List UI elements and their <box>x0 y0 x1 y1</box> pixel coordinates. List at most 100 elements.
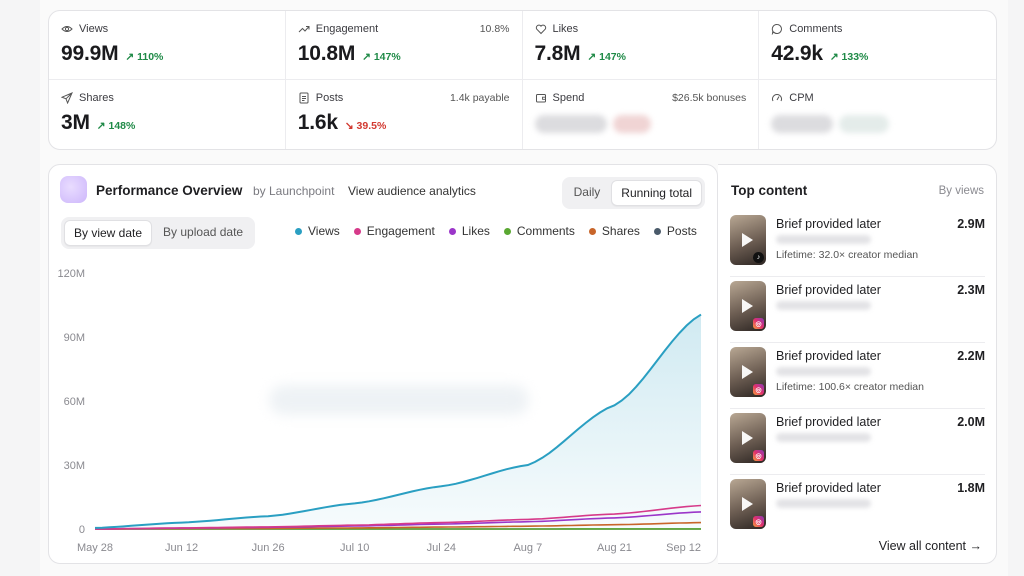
content-views: 2.9M <box>957 217 985 231</box>
gauge-icon <box>771 92 783 104</box>
legend-item-comments[interactable]: Comments <box>503 224 575 238</box>
list-item[interactable]: ◎ Brief provided later 2.0M <box>730 409 985 475</box>
top-content-list: ♪ Brief provided later 2.9M Lifetime: 32.0×… <box>730 211 985 541</box>
tiktok-icon: ♪ <box>753 252 764 263</box>
watermark-redacted <box>269 385 529 415</box>
metric-spend[interactable]: Spend $26.5k bonuses <box>523 80 760 149</box>
view-all-content-link[interactable]: View all content → <box>878 539 982 553</box>
wallet-icon <box>535 92 547 104</box>
y-tick-label: 0 <box>79 524 85 536</box>
metric-label: Posts <box>315 92 344 104</box>
daily-toggle[interactable]: Daily <box>573 185 601 199</box>
metric-views[interactable]: Views 99.9M ↗ 110% <box>49 11 286 80</box>
content-views: 2.3M <box>957 283 985 297</box>
metric-extra: $26.5k bonuses <box>672 92 747 104</box>
x-tick-label: Aug 7 <box>513 542 542 554</box>
redacted-text <box>776 433 871 442</box>
legend-item-posts[interactable]: Posts <box>653 224 697 238</box>
legend-item-shares[interactable]: Shares <box>588 224 640 238</box>
list-item[interactable]: ◎ Brief provided later 2.3M <box>730 277 985 343</box>
x-tick-label: Jul 10 <box>340 542 369 554</box>
metric-change: ↗ 110% <box>125 51 164 63</box>
metric-extra: 10.8% <box>479 23 510 35</box>
x-tick-label: Jul 24 <box>427 542 456 554</box>
y-tick-label: 90M <box>64 332 85 344</box>
y-tick-label: 30M <box>64 460 85 472</box>
play-icon <box>742 233 753 247</box>
series-line-engagement[interactable] <box>94 504 702 530</box>
metric-change: ↗ 148% <box>96 120 136 132</box>
x-tick-label: Jun 12 <box>165 542 198 554</box>
performance-chart[interactable]: 0 30M 60M 90M 120M May 28 Jun 12 Jun 26 Jul 10 Ju… <box>49 253 717 559</box>
instagram-icon: ◎ <box>753 384 764 395</box>
metric-change: ↘ 39.5% <box>344 120 387 132</box>
content-title: Brief provided later <box>776 283 881 297</box>
instagram-icon: ◎ <box>753 450 764 461</box>
list-item[interactable]: ◎ Brief provided later 1.8M <box>730 475 985 541</box>
top-content-title: Top content <box>731 183 808 198</box>
redacted-value <box>534 115 747 133</box>
page-title: Performance Overview <box>96 183 243 198</box>
list-item[interactable]: ♪ Brief provided later 2.9M Lifetime: 32.0×… <box>730 211 985 277</box>
metric-label: Views <box>79 23 109 35</box>
video-thumbnail[interactable]: ◎ <box>730 281 766 331</box>
metric-label: Spend <box>552 92 585 104</box>
heart-icon <box>535 23 547 35</box>
instagram-icon: ◎ <box>753 318 764 329</box>
play-icon <box>742 365 753 379</box>
redacted-text <box>776 367 871 376</box>
performance-overview-card: Performance Overview by Launchpoint View… <box>48 164 718 564</box>
y-tick-label: 120M <box>57 268 85 280</box>
metric-value: 1.6k <box>297 111 338 134</box>
x-tick-label: Aug 21 <box>597 542 632 554</box>
x-tick-label: Sep 12 <box>666 542 701 554</box>
content-lifetime: Lifetime: 32.0× creator median <box>776 249 919 261</box>
series-line-views[interactable] <box>94 313 702 529</box>
redacted-text <box>776 499 871 508</box>
sort-by-label[interactable]: By views <box>938 185 984 197</box>
dashboard: Views 99.9M ↗ 110% Engagement 10.8% 10.8M ↗… <box>40 0 1008 576</box>
redacted-text <box>776 235 871 244</box>
metric-label: Likes <box>552 23 579 35</box>
audience-analytics-link[interactable]: View audience analytics <box>348 184 476 198</box>
video-thumbnail[interactable]: ♪ <box>730 215 766 265</box>
metric-label: CPM <box>789 92 814 104</box>
metric-change: ↗ 147% <box>587 51 626 63</box>
by-view-date-toggle[interactable]: By view date <box>64 220 153 246</box>
chat-bubble-icon <box>771 23 783 35</box>
by-upload-date-toggle[interactable]: By upload date <box>163 225 244 239</box>
byline: by Launchpoint <box>253 184 335 198</box>
time-toggle: Daily Running total <box>561 177 705 209</box>
metric-likes[interactable]: Likes 7.8M ↗ 147% <box>522 11 760 80</box>
eye-icon <box>61 23 73 35</box>
x-tick-label: Jun 26 <box>252 542 285 554</box>
video-thumbnail[interactable]: ◎ <box>730 413 766 463</box>
metric-label: Comments <box>789 23 843 35</box>
content-title: Brief provided later <box>776 481 881 495</box>
metric-label: Engagement <box>315 23 379 35</box>
y-tick-label: 60M <box>64 396 85 408</box>
redacted-value <box>771 115 984 133</box>
play-icon <box>742 431 753 445</box>
content-title: Brief provided later <box>776 415 881 429</box>
metric-shares[interactable]: Shares 3M ↗ 148% <box>49 80 286 149</box>
video-thumbnail[interactable]: ◎ <box>730 347 766 397</box>
metric-posts[interactable]: Posts 1.4k payable 1.6k ↘ 39.5% <box>286 80 523 149</box>
metric-extra: 1.4k payable <box>449 92 510 104</box>
legend-item-views[interactable]: Views <box>295 224 340 238</box>
trend-up-icon <box>298 23 310 35</box>
send-icon <box>61 92 73 104</box>
running-total-toggle[interactable]: Running total <box>611 180 702 206</box>
date-mode-toggle: By view date By upload date <box>61 217 256 249</box>
list-item[interactable]: ◎ Brief provided later 2.2M Lifetime: 100.6… <box>730 343 985 409</box>
metric-comments[interactable]: Comments 42.9k ↗ 133% <box>759 11 996 80</box>
legend-item-engagement[interactable]: Engagement <box>353 224 435 238</box>
video-thumbnail[interactable]: ◎ <box>730 479 766 529</box>
content-views: 2.0M <box>957 415 985 429</box>
redacted-text <box>776 301 871 310</box>
metric-change: ↗ 147% <box>362 51 401 63</box>
legend-item-likes[interactable]: Likes <box>448 224 490 238</box>
metric-engagement[interactable]: Engagement 10.8% 10.8M ↗ 147% <box>285 11 523 80</box>
metric-cpm[interactable]: CPM <box>759 80 996 149</box>
document-icon <box>298 92 310 104</box>
